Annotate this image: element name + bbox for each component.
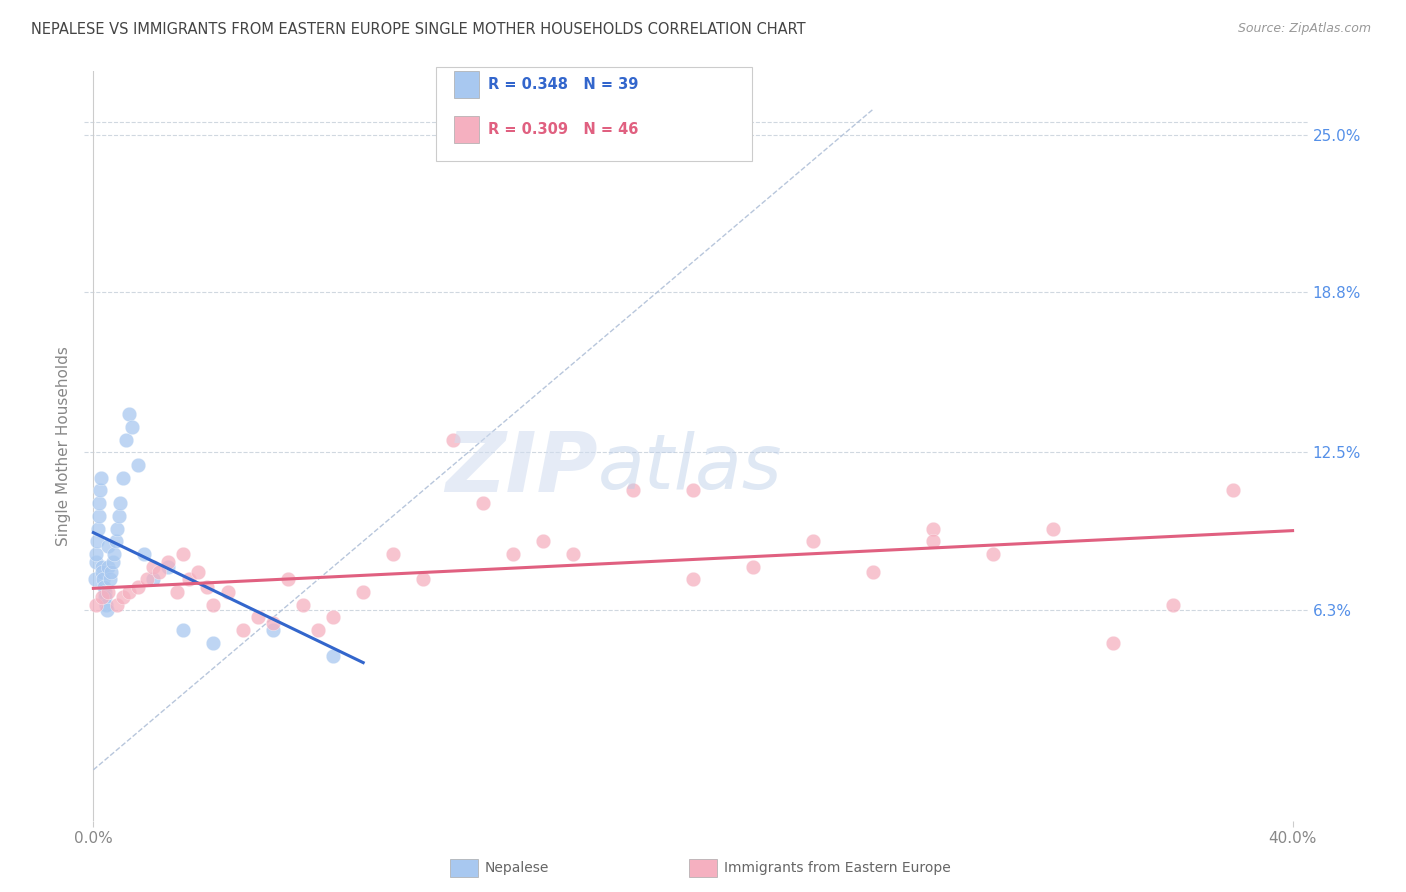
Text: Immigrants from Eastern Europe: Immigrants from Eastern Europe [724,861,950,875]
Point [166,585,188,599]
Point [307,623,329,637]
Point [86,547,108,561]
Point [502,547,524,561]
Point [105,522,128,536]
Point [90,471,112,485]
Point [172,547,194,561]
Point [87,522,110,536]
Point [108,508,131,523]
Point [921,534,943,549]
Point [352,585,374,599]
Text: R = 0.309   N = 46: R = 0.309 N = 46 [488,122,638,136]
Point [202,598,225,612]
Point [105,598,128,612]
Point [195,580,218,594]
Point [127,458,149,472]
Point [187,565,209,579]
Point [94,598,117,612]
Point [101,555,124,569]
Point [83,572,105,586]
Text: ZIP: ZIP [446,428,598,509]
Point [90,559,112,574]
Point [103,547,125,561]
Point [172,623,194,637]
Text: atlas: atlas [598,432,783,506]
Point [98,572,121,586]
Point [921,522,943,536]
Point [93,580,115,594]
Point [562,547,585,561]
Point [94,590,117,604]
Point [91,572,114,586]
Point [97,539,120,553]
Point [412,572,434,586]
Point [1042,522,1064,536]
Point [86,534,108,549]
Point [862,565,884,579]
Point [97,559,120,574]
Point [801,534,824,549]
Point [134,547,156,561]
Y-axis label: Single Mother Households: Single Mother Households [56,346,72,546]
Point [1222,483,1244,498]
Point [136,572,159,586]
Point [262,623,284,637]
Text: Source: ZipAtlas.com: Source: ZipAtlas.com [1237,22,1371,36]
Point [89,483,111,498]
Point [148,565,170,579]
Point [682,483,704,498]
Point [86,598,108,612]
Point [104,534,127,549]
Point [84,555,107,569]
Point [1161,598,1184,612]
Point [118,407,141,421]
Point [682,572,704,586]
Text: Nepalese: Nepalese [485,861,550,875]
Point [91,590,114,604]
Point [100,565,122,579]
Point [157,559,180,574]
Point [93,585,117,599]
Point [441,433,464,447]
Point [142,559,165,574]
Point [142,572,165,586]
Text: NEPALESE VS IMMIGRANTS FROM EASTERN EUROPE SINGLE MOTHER HOUSEHOLDS CORRELATION : NEPALESE VS IMMIGRANTS FROM EASTERN EURO… [31,22,806,37]
Point [121,420,143,434]
Point [247,610,270,624]
Point [87,508,110,523]
Point [202,636,225,650]
Point [112,471,135,485]
Point [292,598,315,612]
Point [217,585,239,599]
Point [262,615,284,630]
Point [179,572,201,586]
Point [277,572,299,586]
Point [322,648,344,663]
Point [382,547,405,561]
Point [621,483,644,498]
Point [97,585,120,599]
Point [742,559,765,574]
Point [110,496,132,510]
Point [127,580,149,594]
Point [115,433,138,447]
Point [531,534,554,549]
Point [472,496,495,510]
Point [89,496,111,510]
Point [1101,636,1123,650]
Point [118,585,141,599]
Point [96,603,118,617]
Point [91,565,114,579]
Point [981,547,1004,561]
Point [322,610,344,624]
Text: R = 0.348   N = 39: R = 0.348 N = 39 [488,78,638,92]
Point [157,555,180,569]
Point [232,623,254,637]
Point [112,590,135,604]
